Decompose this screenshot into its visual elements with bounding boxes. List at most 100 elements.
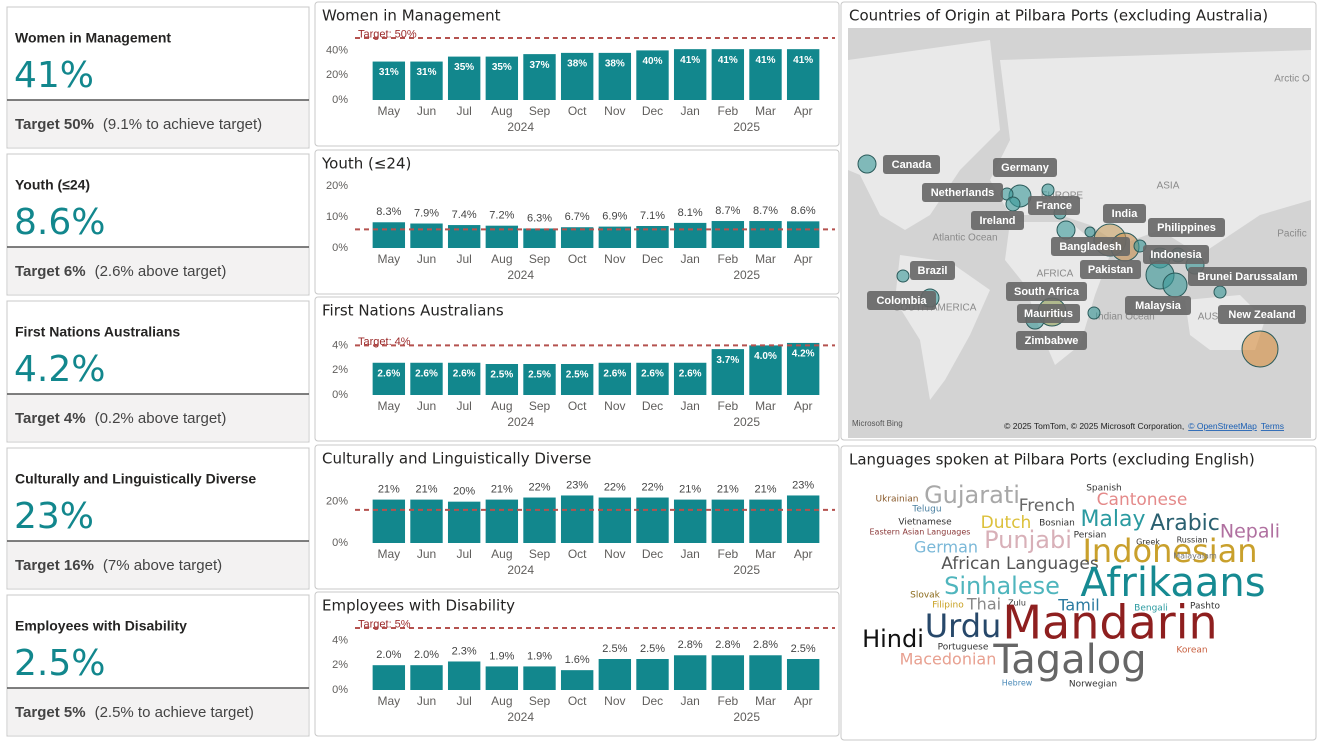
data-label: 2.6%	[603, 368, 626, 379]
country-label-box	[1006, 282, 1087, 301]
bar	[786, 342, 820, 395]
bar	[447, 362, 481, 395]
data-label: 2.5%	[791, 643, 816, 655]
x-tick-label: Mar	[755, 104, 776, 118]
x-tick-label: Jan	[680, 399, 699, 413]
attribution-text: © 2025 TomTom, © 2025 Microsoft Corporat…	[1004, 421, 1184, 431]
chart-title: Women in Management	[322, 7, 501, 25]
word: Gujarati	[924, 481, 1020, 509]
wordcloud-title: Languages spoken at Pilbara Ports (exclu…	[849, 451, 1255, 469]
country-label: Ireland	[979, 215, 1015, 227]
x-tick-label: Jan	[680, 547, 699, 561]
x-tick-label: Feb	[717, 252, 738, 266]
kpi-value: 41%	[14, 55, 94, 96]
map-base-label: Indian Ocean	[1095, 312, 1155, 323]
kpi-target: Target 50% (9.1% to achieve target)	[15, 116, 262, 133]
word: African Languages	[941, 554, 1099, 574]
x-tick-label: Mar	[755, 694, 776, 708]
word: Punjabi	[984, 526, 1072, 554]
x-tick-label: May	[377, 252, 400, 266]
country-label-box	[1188, 267, 1307, 286]
bar	[410, 223, 443, 248]
bar	[749, 655, 782, 690]
x-tick-label: Aug	[491, 694, 512, 708]
data-label: 2.6%	[415, 368, 438, 379]
kpi-target: Target 4% (0.2% above target)	[15, 410, 226, 427]
country-label-box	[1125, 296, 1191, 315]
data-label: 2.5%	[528, 370, 551, 381]
chart-title: Youth (≤24)	[321, 155, 411, 173]
country-label: Malaysia	[1135, 300, 1182, 312]
bar	[598, 52, 632, 100]
word: Bengali	[1134, 604, 1168, 614]
kpi-target-label: Target 6%	[15, 263, 86, 280]
x-tick-label: Feb	[717, 547, 738, 561]
bar	[636, 497, 669, 543]
word: Hindi	[862, 625, 924, 653]
country-label: Germany	[1001, 162, 1050, 174]
data-label: 21%	[679, 484, 701, 496]
x-tick-label: Jun	[417, 104, 436, 118]
kpi-title: Women in Management	[15, 30, 171, 46]
kpi-lower	[8, 247, 308, 294]
x-group-label: 2024	[507, 563, 534, 577]
data-label: 7.2%	[489, 210, 514, 222]
panel	[314, 296, 840, 442]
y-tick-label: 40%	[326, 44, 348, 56]
x-tick-label: Jul	[456, 694, 471, 708]
map-base-label: ASIA	[1157, 181, 1180, 192]
bar	[447, 661, 481, 690]
data-label: 2.0%	[414, 649, 439, 661]
x-group-label: 2024	[507, 268, 534, 282]
word: Greek	[1136, 538, 1160, 547]
bar	[786, 221, 820, 248]
kpi-target-label: Target 50%	[15, 116, 94, 133]
word: Urdu	[925, 607, 1002, 645]
x-tick-label: Nov	[604, 694, 625, 708]
bar	[598, 497, 632, 543]
country-label: Colombia	[876, 295, 927, 307]
kpi-target-label: Target 4%	[15, 410, 86, 427]
map-bubble	[857, 154, 877, 174]
map-bubble	[1084, 226, 1096, 238]
kpi-target-note: (0.2% above target)	[95, 410, 227, 427]
bar	[560, 52, 594, 100]
kpi-border	[6, 594, 310, 737]
bar	[749, 221, 782, 248]
bar	[410, 362, 443, 395]
country-label: India	[1112, 208, 1139, 220]
data-label: 2.8%	[678, 639, 703, 651]
bar	[372, 61, 406, 100]
x-tick-label: Mar	[755, 252, 776, 266]
country-label-box	[1218, 305, 1306, 324]
word: Vietnamese	[898, 518, 952, 528]
bar	[786, 495, 820, 543]
kpi-target: Target 5% (2.5% to achieve target)	[15, 704, 254, 721]
x-tick-label: Jun	[417, 399, 436, 413]
attribution-link[interactable]: © OpenStreetMap	[1188, 421, 1257, 431]
map-base-label: Atlantic Ocean	[932, 233, 997, 244]
bar	[636, 225, 669, 248]
country-label-box	[1103, 204, 1146, 223]
y-tick-label: 0%	[332, 94, 348, 106]
country-label: Brunei Darussalam	[1197, 271, 1297, 283]
x-tick-label: Sep	[529, 547, 551, 561]
word: Mandarin	[1002, 596, 1217, 650]
data-label: 22%	[604, 481, 626, 493]
word: Zulu	[1008, 599, 1026, 608]
bar	[636, 50, 669, 100]
word: German	[914, 538, 978, 557]
word: Tamil	[1057, 596, 1099, 615]
panel	[314, 1, 840, 147]
word: Arabic	[1150, 511, 1220, 536]
bar	[372, 362, 406, 395]
bar	[410, 61, 443, 100]
data-label: 20%	[453, 486, 475, 498]
data-label: 22%	[528, 481, 550, 493]
word: Dutch	[981, 513, 1032, 533]
attribution-link[interactable]: Terms	[1261, 421, 1284, 431]
kpi-target-note: (2.5% to achieve target)	[95, 704, 254, 721]
land	[848, 40, 1000, 230]
map-bubble	[1005, 196, 1021, 212]
